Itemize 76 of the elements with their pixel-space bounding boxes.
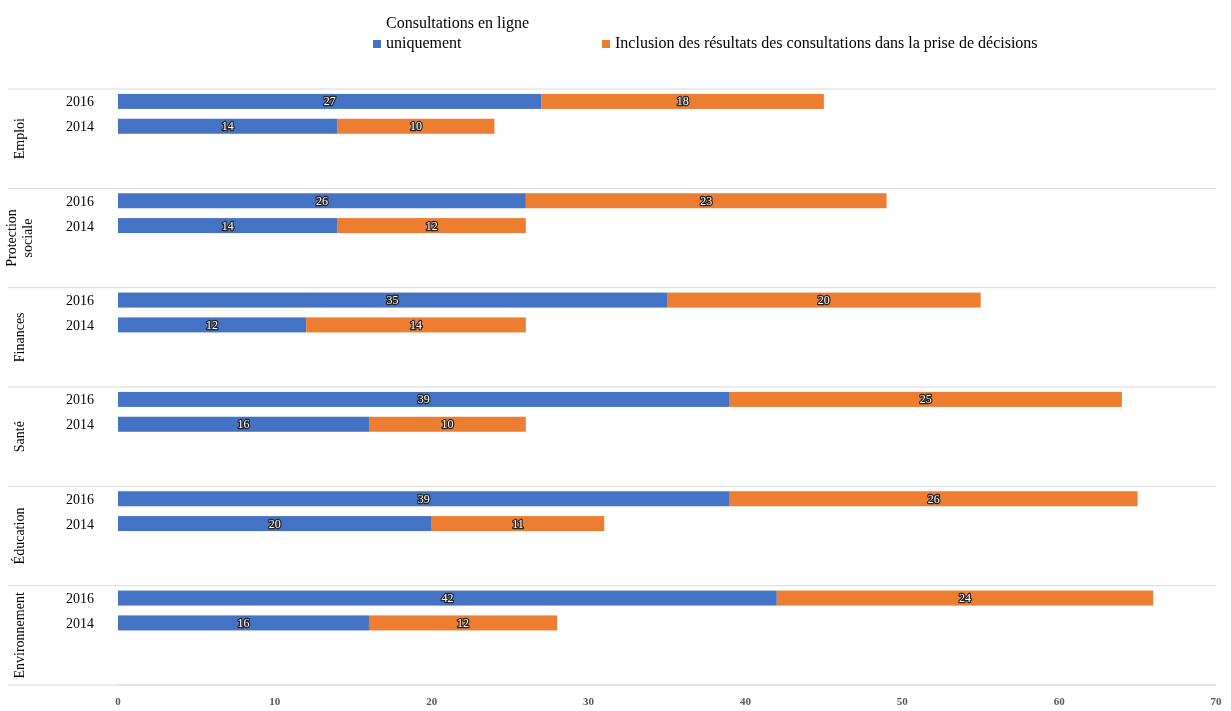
data-label: 26 bbox=[927, 491, 940, 506]
y-tick-label: 2014 bbox=[66, 317, 94, 333]
data-label: 12 bbox=[206, 317, 219, 332]
bar bbox=[118, 491, 730, 507]
bar bbox=[368, 615, 558, 631]
bar bbox=[729, 491, 1138, 507]
data-label: 27 bbox=[323, 94, 336, 109]
text: Santé bbox=[12, 421, 27, 453]
x-tick-label: 20 bbox=[426, 695, 438, 707]
bar bbox=[118, 615, 369, 631]
x-tick-label: 30 bbox=[583, 695, 595, 707]
data-label: 12 bbox=[425, 218, 438, 233]
y-tick-label: 2014 bbox=[66, 417, 94, 433]
text: Éducation bbox=[11, 507, 27, 565]
y-tick-label: 2014 bbox=[66, 615, 94, 631]
x-tick-label: 50 bbox=[896, 695, 909, 707]
bar bbox=[118, 317, 307, 333]
data-label: 20 bbox=[817, 293, 830, 308]
data-label: 35 bbox=[386, 293, 399, 308]
y-tick-label: 2014 bbox=[66, 119, 94, 135]
y-tick-label: 2014 bbox=[66, 218, 94, 234]
data-label: 10 bbox=[441, 417, 454, 432]
bar bbox=[776, 590, 1154, 606]
data-label: 14 bbox=[221, 218, 234, 233]
data-label: 39 bbox=[417, 491, 430, 506]
bar bbox=[525, 193, 887, 209]
data-label: 16 bbox=[237, 417, 250, 432]
text: Consultations en ligne uniquement bbox=[386, 14, 530, 52]
x-tick-label: 10 bbox=[269, 695, 281, 707]
x-tick-label: 70 bbox=[1210, 695, 1222, 707]
data-label: 16 bbox=[237, 615, 250, 630]
y-tick-label: 2014 bbox=[66, 516, 94, 532]
text: Protection sociale bbox=[4, 209, 35, 267]
data-label: 25 bbox=[919, 392, 932, 407]
text: Finances bbox=[12, 312, 27, 363]
legend-label: Inclusion des résultats des consultations dans la prise de décisions bbox=[615, 34, 1038, 52]
data-label: 20 bbox=[268, 516, 281, 531]
data-label: 12 bbox=[457, 615, 470, 630]
bar bbox=[306, 317, 526, 333]
bar bbox=[368, 416, 526, 432]
bar bbox=[337, 118, 495, 134]
bar bbox=[667, 292, 981, 308]
data-label: 39 bbox=[417, 392, 430, 407]
bar bbox=[541, 93, 824, 109]
y-tick-label: 2016 bbox=[66, 193, 94, 209]
x-tick-label: 60 bbox=[1053, 695, 1066, 707]
data-label: 23 bbox=[700, 193, 713, 208]
data-label: 24 bbox=[959, 591, 972, 606]
data-label: 14 bbox=[221, 119, 234, 134]
bar bbox=[118, 118, 338, 134]
bar bbox=[118, 292, 667, 308]
data-label: 26 bbox=[315, 193, 328, 208]
x-tick-label: 40 bbox=[739, 695, 752, 707]
data-label: 11 bbox=[512, 516, 524, 531]
bar bbox=[118, 516, 432, 532]
data-label: 10 bbox=[410, 119, 423, 134]
text: Emploi bbox=[12, 117, 27, 160]
bar bbox=[118, 218, 338, 234]
y-tick-label: 2016 bbox=[66, 392, 94, 408]
bar bbox=[118, 590, 777, 606]
bar bbox=[118, 416, 369, 432]
data-label: 18 bbox=[676, 94, 689, 109]
bar bbox=[337, 218, 526, 234]
bar bbox=[729, 391, 1122, 407]
y-tick-label: 2016 bbox=[66, 491, 94, 507]
y-tick-label: 2016 bbox=[66, 94, 94, 110]
data-label: 42 bbox=[441, 591, 454, 606]
bar bbox=[118, 93, 542, 109]
bar bbox=[118, 391, 730, 407]
data-label: 14 bbox=[410, 317, 423, 332]
bar bbox=[118, 193, 526, 209]
bar bbox=[431, 516, 605, 532]
y-tick-label: 2016 bbox=[66, 293, 94, 309]
text: Environnement bbox=[12, 592, 27, 679]
y-tick-label: 2016 bbox=[66, 591, 94, 607]
x-tick-label: 0 bbox=[115, 695, 122, 707]
